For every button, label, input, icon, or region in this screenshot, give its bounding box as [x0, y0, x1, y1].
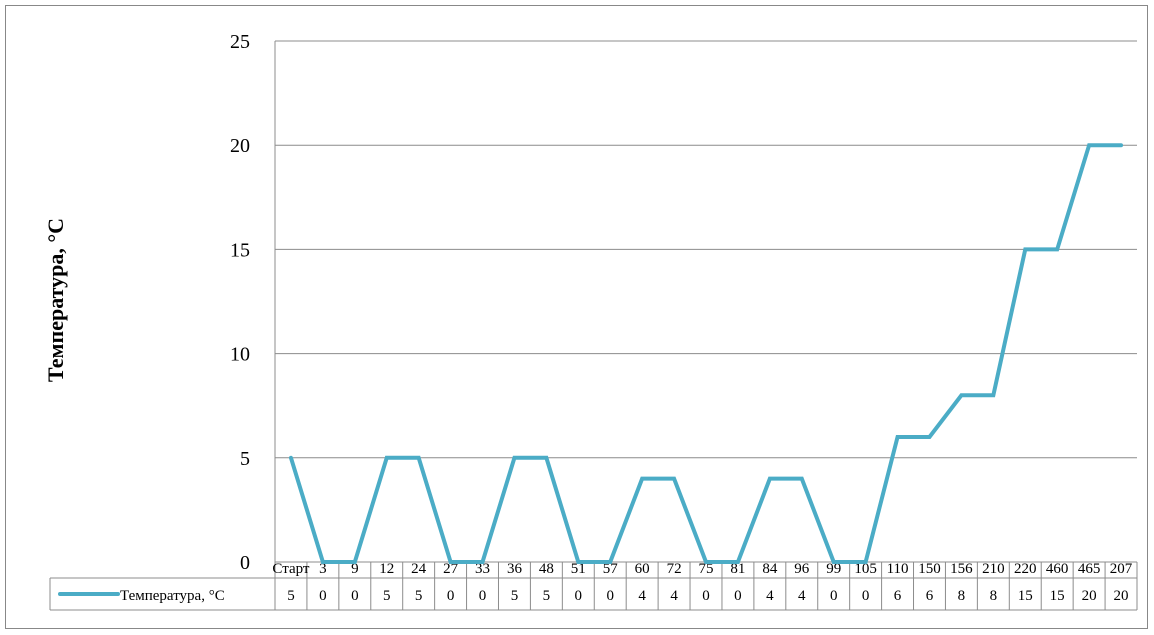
y-tick-label: 0 [240, 552, 250, 574]
data-value-label: 8 [990, 588, 998, 604]
category-label: 48 [539, 561, 554, 577]
category-label: 60 [635, 561, 650, 577]
data-value-label: 4 [798, 588, 806, 604]
y-tick-label: 20 [230, 135, 250, 157]
y-tick-label: 10 [230, 344, 250, 366]
category-label: 110 [887, 561, 909, 577]
category-label: 460 [1046, 561, 1069, 577]
category-label: 72 [667, 561, 682, 577]
data-value-label: 0 [734, 588, 742, 604]
data-value-label: 4 [638, 588, 646, 604]
category-label: 99 [826, 561, 841, 577]
category-label: 220 [1014, 561, 1037, 577]
data-value-label: 0 [830, 588, 838, 604]
category-label: 465 [1078, 561, 1101, 577]
data-value-label: 5 [543, 588, 551, 604]
category-label: 36 [507, 561, 523, 577]
y-axis-label: Температура, °С [43, 218, 68, 382]
category-label: 96 [794, 561, 810, 577]
category-label: 81 [730, 561, 745, 577]
data-value-label: 15 [1050, 588, 1065, 604]
data-value-label: 5 [511, 588, 519, 604]
category-label: 51 [571, 561, 586, 577]
category-label: 156 [950, 561, 973, 577]
data-value-label: 8 [958, 588, 966, 604]
data-value-label: 4 [670, 588, 678, 604]
data-value-label: 6 [894, 588, 902, 604]
data-value-label: 20 [1082, 588, 1097, 604]
category-label: 84 [762, 561, 778, 577]
category-label: 207 [1110, 561, 1133, 577]
data-value-label: 5 [287, 588, 295, 604]
data-value-label: 5 [415, 588, 423, 604]
category-label: 150 [918, 561, 941, 577]
category-label: 9 [351, 561, 359, 577]
category-label: 57 [603, 561, 619, 577]
y-tick-labels: 0 5 10 15 20 25 [230, 31, 250, 574]
data-value-label: 4 [766, 588, 774, 604]
category-label: 210 [982, 561, 1005, 577]
data-value-label: 0 [702, 588, 710, 604]
data-value-label: 15 [1018, 588, 1033, 604]
data-value-label: 0 [319, 588, 327, 604]
data-value-label: 0 [862, 588, 870, 604]
category-label: Старт [272, 561, 310, 577]
category-label: 105 [854, 561, 877, 577]
category-label: 3 [319, 561, 327, 577]
category-label: 33 [475, 561, 490, 577]
category-label: 75 [699, 561, 714, 577]
data-value-label: 20 [1114, 588, 1129, 604]
data-value-label: 6 [926, 588, 934, 604]
chart-frame [5, 5, 1148, 629]
data-value-label: 0 [479, 588, 487, 604]
category-label: 27 [443, 561, 459, 577]
series-layer [288, 143, 1124, 564]
category-label: 24 [411, 561, 427, 577]
category-label: 12 [379, 561, 394, 577]
data-value-label: 5 [383, 588, 391, 604]
y-tick-label: 25 [230, 31, 250, 53]
y-tick-label: 15 [230, 239, 250, 261]
data-value-label: 0 [351, 588, 359, 604]
data-value-label: 0 [447, 588, 455, 604]
legend-series-label: Температура, °С [120, 588, 225, 604]
data-table: Старт53090125245270330365485510570604724… [49, 561, 1138, 611]
data-value-label: 0 [606, 588, 614, 604]
legend: Температура, °С [58, 588, 225, 604]
data-value-label: 0 [575, 588, 583, 604]
y-tick-label: 5 [240, 448, 250, 470]
